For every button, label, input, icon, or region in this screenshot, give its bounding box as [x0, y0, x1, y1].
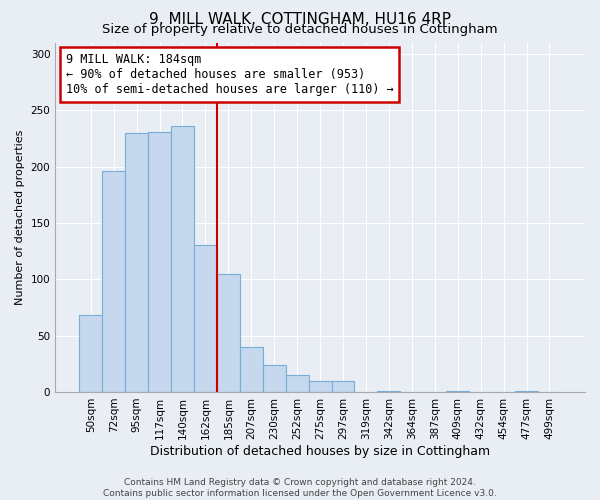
Bar — [446, 391, 469, 392]
Bar — [308, 380, 332, 392]
Text: 9, MILL WALK, COTTINGHAM, HU16 4RP: 9, MILL WALK, COTTINGHAM, HU16 4RP — [149, 12, 451, 28]
Bar — [102, 171, 125, 392]
Bar — [125, 132, 148, 392]
Bar — [79, 316, 102, 392]
Bar — [240, 347, 263, 392]
X-axis label: Distribution of detached houses by size in Cottingham: Distribution of detached houses by size … — [150, 444, 490, 458]
Bar — [171, 126, 194, 392]
Bar — [515, 391, 538, 392]
Bar — [217, 274, 240, 392]
Bar — [148, 132, 171, 392]
Bar — [332, 380, 355, 392]
Bar — [377, 391, 400, 392]
Bar — [263, 365, 286, 392]
Y-axis label: Number of detached properties: Number of detached properties — [15, 130, 25, 305]
Text: Contains HM Land Registry data © Crown copyright and database right 2024.
Contai: Contains HM Land Registry data © Crown c… — [103, 478, 497, 498]
Text: Size of property relative to detached houses in Cottingham: Size of property relative to detached ho… — [102, 22, 498, 36]
Text: 9 MILL WALK: 184sqm
← 90% of detached houses are smaller (953)
10% of semi-detac: 9 MILL WALK: 184sqm ← 90% of detached ho… — [66, 53, 394, 96]
Bar — [286, 375, 308, 392]
Bar — [194, 246, 217, 392]
